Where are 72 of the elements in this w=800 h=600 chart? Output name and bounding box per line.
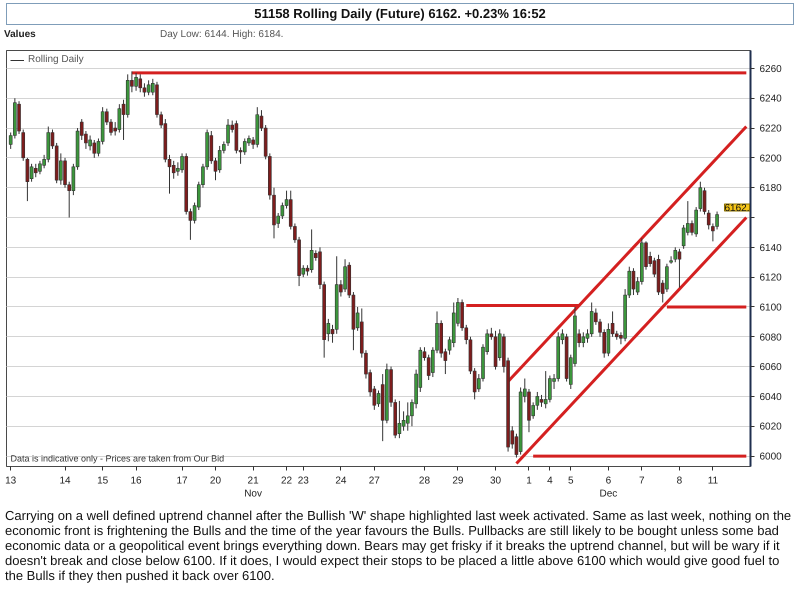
x-tick-label: 14 xyxy=(59,476,72,486)
chart-subtitle: Day Low: 6144. High: 6184. xyxy=(160,28,284,42)
y-tick-label: 6060 xyxy=(760,362,782,374)
x-tick-label: 15 xyxy=(97,476,109,486)
candlestick xyxy=(426,354,430,381)
x-tick-label: 4 xyxy=(547,476,554,486)
x-tick-label: 1 xyxy=(526,476,532,486)
legend-label: Rolling Daily xyxy=(28,54,84,65)
candlestick xyxy=(698,181,702,212)
x-tick-label: 20 xyxy=(210,476,222,486)
x-tick-label: 5 xyxy=(568,476,574,486)
candlestick xyxy=(673,246,678,263)
x-tick-label: 16 xyxy=(130,476,142,486)
x-tick-label: 17 xyxy=(176,476,188,486)
x-tick-label: 8 xyxy=(676,476,683,486)
y-tick-label: 6000 xyxy=(760,452,782,463)
y-tick-label: 6020 xyxy=(760,422,782,433)
candlestick xyxy=(30,163,34,182)
candlestick xyxy=(146,80,150,96)
candlestick xyxy=(34,163,38,178)
x-tick-label: 21 Nov xyxy=(244,476,262,500)
annotation: 6162. xyxy=(724,203,750,214)
text: Carrying on a well defined uptrend channel after the Bullish 'W' shape highlighted last week activated. Same as last week, nothing on the economic front is frightening the Bulls and the time of the year favours the Bulls. Pullbacks are still likely to be bought unless some bad economic data or a geopolitical event brings everything down. Bears may get frisky if it breaks the uptrend channel, but will be wary if it doesn't break and close below 6100. If it does, I would expect their stops to be placed a little above 6100 which would give good fuel to the Bulls if they then pushed it back over 6100. xyxy=(5,508,792,583)
candlestick xyxy=(582,332,586,348)
annotation: Data is indicative only - Prices are taken from Our Bid xyxy=(10,454,224,464)
x-tick-label: 11 xyxy=(708,476,719,486)
candlestick xyxy=(632,268,636,296)
chart-title: 51158 Rolling Daily (Future) 6162. +0.23% 16:52 xyxy=(254,5,546,23)
candlestick xyxy=(118,104,122,134)
x-tick-label: 27 xyxy=(368,476,380,486)
candlestick xyxy=(606,322,610,357)
y-tick-label: 6040 xyxy=(760,392,782,403)
x-tick-label: 28 xyxy=(418,476,430,486)
y-axis-title: Values xyxy=(4,28,36,42)
candlestick xyxy=(218,145,222,174)
candlestick xyxy=(398,400,402,439)
candlestick xyxy=(540,394,544,408)
candlestick xyxy=(678,248,682,288)
candlestick xyxy=(406,402,410,432)
y-tick-label: 6200 xyxy=(760,153,782,164)
candlestick xyxy=(138,74,142,93)
candlestick xyxy=(343,258,347,293)
candlestick xyxy=(548,375,552,403)
candlestick xyxy=(665,263,669,293)
line-series xyxy=(514,216,748,466)
candlestick xyxy=(590,302,594,338)
candlestick xyxy=(88,134,92,151)
x-tick-label: 22 xyxy=(280,476,293,486)
x-tick-label: 13 xyxy=(5,476,17,486)
candlestick xyxy=(682,224,686,250)
y-tick-label: 6240 xyxy=(760,94,782,105)
candlestick xyxy=(134,72,138,92)
x-tick-label: 24 xyxy=(335,476,347,486)
y-tick-label: 6080 xyxy=(760,332,782,344)
x-tick-label: 7 xyxy=(639,476,646,486)
candlestick xyxy=(242,138,247,156)
y-tick-label: 6260 xyxy=(760,64,782,75)
candlestick xyxy=(172,160,176,180)
x-tick-label: 6 Dec xyxy=(599,476,618,500)
candlestick xyxy=(92,139,96,158)
x-tick-label: 30 xyxy=(490,476,502,486)
x-tick-label: 29 xyxy=(452,476,464,486)
candlestick xyxy=(310,228,314,274)
x-tick-label: 23 xyxy=(298,476,310,486)
y-tick-label: 6140 xyxy=(760,242,782,254)
candlestick xyxy=(26,157,30,202)
y-tick-label: 6220 xyxy=(760,124,782,135)
y-tick-label: 6180 xyxy=(760,183,782,194)
y-tick-label: 6120 xyxy=(760,272,782,284)
y-tick-label: 6100 xyxy=(760,302,782,314)
candlestick xyxy=(694,206,698,238)
candlestick xyxy=(544,370,548,409)
